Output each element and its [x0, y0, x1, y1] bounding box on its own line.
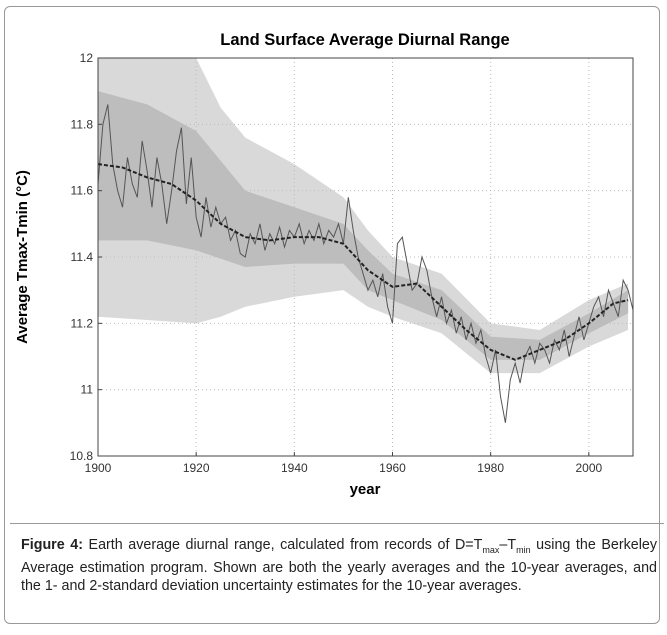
y-tick-label: 11 — [81, 383, 94, 397]
y-tick-label: 11.4 — [71, 250, 94, 264]
caption-text: using the Berkeley Average estimation pr… — [21, 537, 657, 594]
y-tick-label: 11.8 — [71, 117, 94, 131]
y-tick-label: 11.6 — [71, 184, 94, 198]
caption: Figure 4: Earth average diurnal range, c… — [21, 536, 657, 595]
x-axis-label: year — [350, 481, 381, 498]
y-tick-label: 10.8 — [70, 449, 94, 463]
plot-frame — [97, 57, 634, 457]
x-tick-label: 1940 — [281, 461, 308, 475]
yearly-line — [98, 104, 633, 423]
figure: Land Surface Average Diurnal Range year … — [4, 6, 664, 624]
x-tick-label: 2000 — [575, 461, 602, 475]
chart-title: Land Surface Average Diurnal Range — [220, 31, 509, 49]
x-tick-label: 1980 — [477, 461, 504, 475]
separator — [10, 523, 664, 524]
x-tick-label: 1920 — [183, 461, 210, 475]
x-tick-label: 1900 — [85, 461, 112, 475]
caption-subscript: min — [516, 544, 531, 555]
caption-label: Figure 4: — [21, 537, 83, 553]
uncertainty-band — [98, 58, 629, 374]
y-tick-label: 11.2 — [71, 316, 94, 330]
ten-year-line — [98, 163, 629, 361]
caption-text: –T — [499, 537, 517, 553]
caption-subscript: max — [482, 544, 500, 555]
x-tick-label: 1960 — [379, 461, 406, 475]
y-axis-label: Average Tmax-Tmin (°C) — [14, 170, 31, 344]
caption-text: Earth average diurnal range, calculated … — [82, 537, 483, 553]
y-tick-label: 12 — [80, 51, 94, 65]
chart: Land Surface Average Diurnal Range year … — [14, 31, 634, 498]
